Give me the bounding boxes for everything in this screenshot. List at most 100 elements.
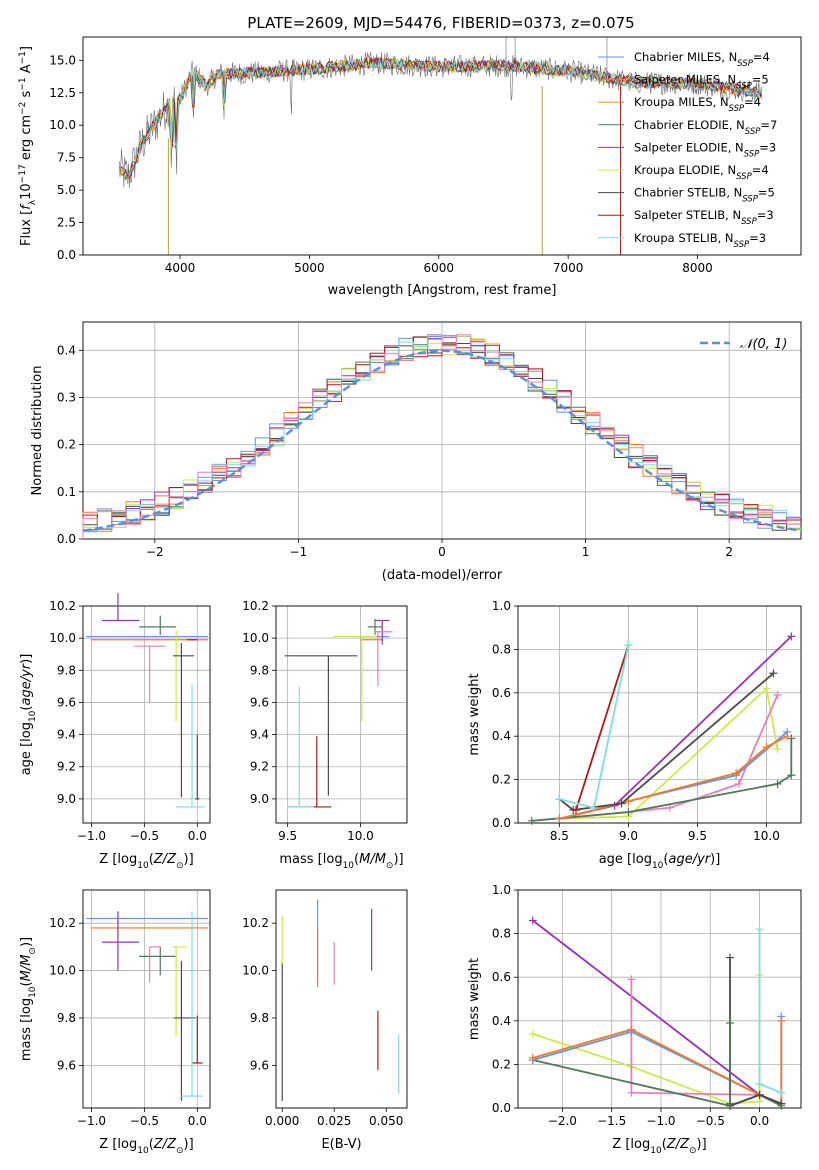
y-tick-label: 9.2 (250, 760, 269, 774)
y-tick-label: 0.4 (57, 343, 76, 357)
data-point-marker (627, 1088, 636, 1097)
x-tick-label: 9.5 (688, 829, 707, 843)
data-point-marker (571, 805, 580, 814)
y-tick-label: 0.0 (57, 532, 76, 546)
x-tick-label: 0.0 (750, 1114, 769, 1128)
data-point-marker (769, 669, 778, 678)
x-axis-label: mass [log10(M/M⊙)] (279, 852, 403, 871)
data-point-marker (726, 1018, 735, 1027)
data-point-marker (726, 953, 735, 962)
legend-entry: Kroupa STELIB, NSSP=3 (634, 231, 766, 250)
legend-entry: 𝒩(0, 1) (740, 337, 787, 352)
plot-frame (82, 605, 211, 824)
y-tick-label: 0.2 (57, 438, 76, 452)
x-axis-label: wavelength [Angstrom, rest frame] (328, 283, 557, 298)
mass-weight-line (559, 644, 630, 809)
y-axis-label: mass [log10(M/M⊙)] (19, 937, 38, 1061)
data-point-marker (773, 779, 782, 788)
y-tick-label: 9.2 (57, 760, 76, 774)
data-point-marker (773, 690, 782, 699)
y-tick-label: 0.0 (492, 1101, 511, 1115)
mass-weight-line (558, 672, 774, 811)
y-tick-label: 1.0 (492, 883, 511, 897)
x-tick-label: −2 (146, 545, 164, 559)
legend-entry: Salpeter ELODIE, NSSP=3 (634, 140, 776, 159)
legend-entry: Chabrier STELIB, NSSP=5 (634, 186, 775, 205)
x-tick-label: −0.5 (696, 1114, 725, 1128)
y-tick-label: 0.0 (492, 816, 511, 830)
y-tick-label: 9.4 (250, 728, 269, 742)
x-tick-label: −1.0 (77, 829, 106, 843)
data-point-marker (783, 732, 792, 741)
mass-weight-line (532, 1016, 783, 1105)
x-tick-label: −1.0 (646, 1114, 675, 1128)
y-tick-label: 0.2 (492, 1057, 511, 1071)
plot-frame (517, 889, 802, 1109)
massweight-vs-Z-panel: −2.0 −1.5 −1.0 −0.5 0.0 0.0 0.2 0.4 0.6 0.8 1.0 Z [… (467, 883, 802, 1156)
data-point-marker (617, 799, 626, 808)
x-tick-label: −1.0 (77, 1114, 106, 1128)
x-tick-label: 0.025 (317, 1114, 351, 1128)
data-point-marker (762, 684, 771, 693)
x-tick-label: 9.5 (278, 829, 297, 843)
data-point-marker (528, 1053, 537, 1062)
model-fit-line (119, 56, 762, 181)
y-tick-label: 1.0 (492, 599, 511, 613)
plot-frame (275, 889, 408, 1109)
data-point-marker (627, 975, 636, 984)
legend-entry: Kroupa MILES, NSSP=4 (634, 95, 761, 114)
y-tick-label: 10.2 (49, 916, 76, 930)
data-point-marker (528, 916, 537, 925)
y-tick-label: 9.4 (57, 728, 76, 742)
data-point-marker (726, 1099, 735, 1108)
y-tick-label: 9.6 (250, 695, 269, 709)
y-tick-label: 0.8 (492, 927, 511, 941)
x-tick-label: 8.5 (550, 829, 569, 843)
mass-weight-line (575, 644, 630, 811)
x-tick-label: 10.0 (347, 829, 374, 843)
mass-vs-ebv-panel: 0.000 0.025 0.050 9.6 9.8 10.0 10.2 E(B-V) (242, 889, 408, 1152)
y-tick-label: 0.1 (57, 485, 76, 499)
plot-frame (82, 889, 211, 1109)
y-tick-label: 10.0 (242, 964, 269, 978)
data-point-marker (787, 771, 796, 780)
y-tick-label: 9.8 (57, 663, 76, 677)
x-tick-label: 8000 (682, 261, 713, 275)
x-tick-label: 1 (582, 545, 590, 559)
figure-title: PLATE=2609, MJD=54476, FIBERID=0373, z=0… (247, 14, 634, 32)
y-tick-label: 9.8 (250, 663, 269, 677)
x-axis-label: E(B-V) (321, 1137, 361, 1152)
y-tick-label: 10.0 (242, 631, 269, 645)
x-axis-label: age [log10(age/yr)] (599, 852, 721, 871)
y-tick-label: 10.2 (242, 916, 269, 930)
x-tick-label: −1 (290, 545, 308, 559)
plot-frame (275, 605, 408, 824)
y-tick-label: 9.6 (57, 1058, 76, 1072)
y-tick-label: 12.5 (49, 86, 76, 100)
gaussian-curve (82, 349, 802, 532)
x-axis-label: (data-model)/error (382, 568, 503, 583)
x-tick-label: −0.5 (130, 829, 159, 843)
age-vs-Z-panel: −1.0 −0.5 0.0 9.0 9.2 9.4 9.6 9.8 10.0 10.2 Z [log… (19, 593, 211, 871)
x-tick-label: −0.5 (130, 1114, 159, 1128)
y-tick-label: 9.6 (250, 1058, 269, 1072)
y-tick-label: 0.8 (492, 642, 511, 656)
mass-weight-line (532, 1020, 783, 1105)
legend-entry: Kroupa ELODIE, NSSP=4 (634, 163, 769, 182)
y-tick-label: 9.0 (57, 792, 76, 806)
plot-frame (517, 605, 802, 824)
x-tick-label: 0.050 (369, 1114, 403, 1128)
y-axis-label: Flux [fλ10−17 erg cm−2 s−1 A−1] (18, 46, 38, 246)
y-tick-label: 10.0 (49, 631, 76, 645)
x-axis-label: Z [log10(Z/Z⊙)] (612, 1137, 706, 1156)
model-fit-line (122, 57, 763, 177)
spectrum-panel: 4000 5000 6000 7000 8000 0.0 2.5 5.0 7.5 10.0 12.5… (18, 36, 802, 298)
plot-frame (82, 36, 802, 256)
data-point-marker (732, 769, 741, 778)
data-point-marker (777, 1099, 786, 1108)
y-axis-label: mass weight (467, 673, 482, 755)
y-tick-label: 0.4 (492, 1014, 511, 1028)
y-tick-label: 9.6 (57, 695, 76, 709)
data-point-marker (755, 1090, 764, 1099)
